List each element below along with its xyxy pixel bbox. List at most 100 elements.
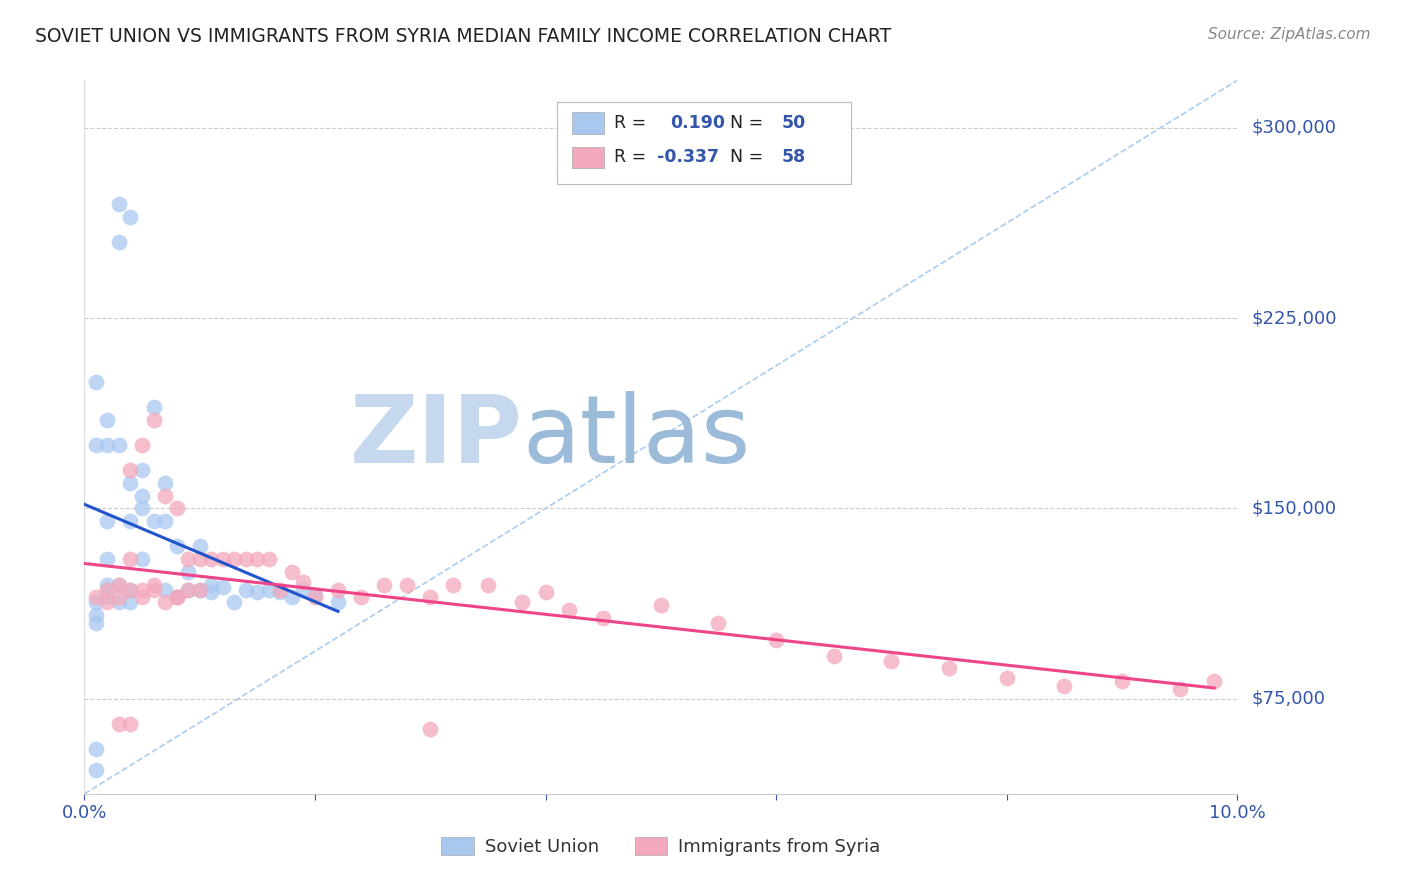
Point: [108, 591, 131, 605]
Point: [707, 615, 730, 630]
Point: [200, 552, 222, 566]
Point: [131, 489, 153, 503]
Point: [120, 582, 142, 597]
Point: [211, 580, 233, 594]
Point: [142, 412, 165, 426]
Point: [120, 210, 142, 224]
FancyBboxPatch shape: [572, 112, 605, 134]
Point: [269, 582, 291, 597]
Point: [188, 552, 211, 566]
Point: [1168, 681, 1191, 696]
Point: [177, 565, 200, 579]
Text: Source: ZipAtlas.com: Source: ZipAtlas.com: [1208, 27, 1371, 42]
Point: [224, 552, 246, 566]
Point: [120, 463, 142, 477]
Point: [166, 591, 188, 605]
Text: atlas: atlas: [523, 391, 751, 483]
Point: [120, 717, 142, 731]
Point: [166, 501, 188, 516]
Point: [534, 585, 557, 599]
Point: [419, 591, 441, 605]
Point: [246, 552, 269, 566]
Point: [108, 717, 131, 731]
Point: [396, 577, 419, 591]
Point: [153, 595, 176, 609]
Point: [200, 577, 222, 591]
Point: [235, 552, 257, 566]
Text: 50: 50: [782, 114, 806, 132]
Text: ZIP: ZIP: [350, 391, 523, 483]
Point: [477, 577, 499, 591]
Point: [224, 595, 246, 609]
Point: [166, 591, 188, 605]
Text: 0.190: 0.190: [671, 114, 725, 132]
Point: [246, 585, 269, 599]
Point: [84, 595, 107, 609]
Point: [84, 742, 107, 756]
Point: [211, 552, 233, 566]
Point: [142, 577, 165, 591]
Point: [96, 552, 118, 566]
Point: [188, 582, 211, 597]
Point: [84, 615, 107, 630]
Point: [188, 540, 211, 554]
Point: [292, 582, 315, 597]
Point: [96, 591, 118, 605]
Point: [131, 552, 153, 566]
FancyBboxPatch shape: [557, 102, 851, 184]
Point: [166, 540, 188, 554]
Point: [373, 577, 395, 591]
Point: [108, 577, 131, 591]
Point: [1053, 679, 1076, 693]
Point: [142, 400, 165, 414]
Point: [938, 661, 960, 675]
Point: [765, 633, 787, 648]
Point: [108, 197, 131, 211]
Point: [823, 648, 845, 663]
Text: 58: 58: [782, 148, 806, 166]
Point: [326, 595, 349, 609]
Point: [84, 438, 107, 452]
Point: [592, 610, 614, 624]
Point: [269, 585, 291, 599]
Text: $225,000: $225,000: [1251, 310, 1337, 327]
Point: [188, 582, 211, 597]
Point: [281, 591, 304, 605]
Point: [235, 582, 257, 597]
Point: [177, 552, 200, 566]
Point: [108, 577, 131, 591]
Point: [292, 574, 315, 589]
Point: [257, 552, 280, 566]
FancyBboxPatch shape: [572, 146, 605, 168]
Point: [84, 607, 107, 622]
Point: [177, 582, 200, 597]
Point: [153, 514, 176, 528]
Text: N =: N =: [730, 148, 763, 166]
Point: [84, 591, 107, 605]
Text: $150,000: $150,000: [1251, 500, 1336, 517]
Point: [131, 438, 153, 452]
Point: [108, 595, 131, 609]
Point: [326, 582, 349, 597]
Point: [995, 672, 1018, 686]
Point: [153, 476, 176, 491]
Point: [108, 235, 131, 249]
Point: [96, 595, 118, 609]
Point: [200, 585, 222, 599]
Point: [153, 489, 176, 503]
Point: [120, 476, 142, 491]
Point: [350, 591, 373, 605]
Legend: Soviet Union, Immigrants from Syria: Soviet Union, Immigrants from Syria: [434, 830, 887, 863]
Point: [880, 654, 903, 668]
Point: [96, 582, 118, 597]
Text: $75,000: $75,000: [1251, 690, 1326, 707]
Point: [120, 514, 142, 528]
Point: [120, 595, 142, 609]
Point: [1204, 673, 1226, 688]
Text: R =: R =: [613, 114, 651, 132]
Point: [419, 722, 441, 736]
Point: [120, 582, 142, 597]
Point: [441, 577, 464, 591]
Text: $300,000: $300,000: [1251, 119, 1336, 136]
Point: [257, 582, 280, 597]
